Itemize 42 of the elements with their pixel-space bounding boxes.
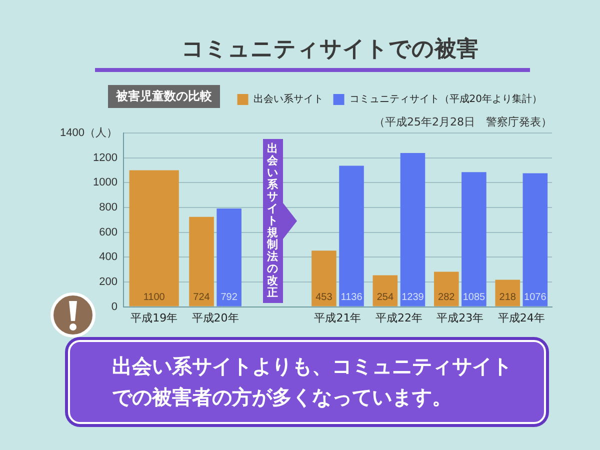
x-tick-label: 平成20年 xyxy=(192,311,239,324)
data-label: 724 xyxy=(193,292,210,304)
y-tick-label: 0 xyxy=(111,300,118,313)
bar xyxy=(522,173,548,306)
data-label: 1100 xyxy=(143,292,166,304)
y-tick-label: 1400（人） xyxy=(60,127,118,140)
data-label: 1085 xyxy=(462,292,486,304)
data-label: 218 xyxy=(499,292,516,304)
legend-label: 出会い系サイト xyxy=(253,93,324,106)
data-label: 453 xyxy=(316,292,333,304)
data-label: 282 xyxy=(438,292,456,304)
text: 出会い系サイトよりも、コミュニティサイトでの被害者の方が多くなっています。 xyxy=(68,340,546,424)
text: （平成25年2月28日 警察庁発表） xyxy=(374,115,552,128)
chart-subtitle: 被害児童数の比較 xyxy=(108,85,220,108)
chart-title: コミュニティサイトでの被害 xyxy=(180,36,480,64)
y-tick-label: 200 xyxy=(99,276,118,288)
data-label: 792 xyxy=(220,292,238,304)
x-tick-label: 平成21年 xyxy=(314,311,362,324)
bar xyxy=(339,166,364,306)
x-tick-label: 平成24年 xyxy=(498,311,545,324)
data-label: 1136 xyxy=(340,292,363,304)
bar xyxy=(495,280,520,306)
data-label: 254 xyxy=(376,292,394,304)
bar xyxy=(462,172,486,306)
bar xyxy=(189,216,214,306)
x-tick-label: 平成19年 xyxy=(130,311,178,324)
bar xyxy=(216,208,242,306)
y-tick-label: 1000 xyxy=(92,176,118,189)
y-tick-label: 1200 xyxy=(92,152,118,164)
x-tick-label: 平成23年 xyxy=(436,311,484,324)
legend-label: コミュニティサイト（平成20年より集計） xyxy=(349,93,542,106)
data-label: 1076 xyxy=(524,292,547,304)
y-tick-label: 800 xyxy=(99,202,118,214)
bar xyxy=(434,272,459,306)
bar xyxy=(400,152,426,306)
y-tick-label: 600 xyxy=(99,226,118,238)
y-tick-label: 400 xyxy=(99,251,118,264)
bar xyxy=(312,250,336,306)
data-label: 1239 xyxy=(402,292,424,304)
text: 出会い系サイト規制法の改正 xyxy=(267,142,278,299)
x-tick-label: 平成22年 xyxy=(375,311,422,324)
bar xyxy=(372,275,398,306)
